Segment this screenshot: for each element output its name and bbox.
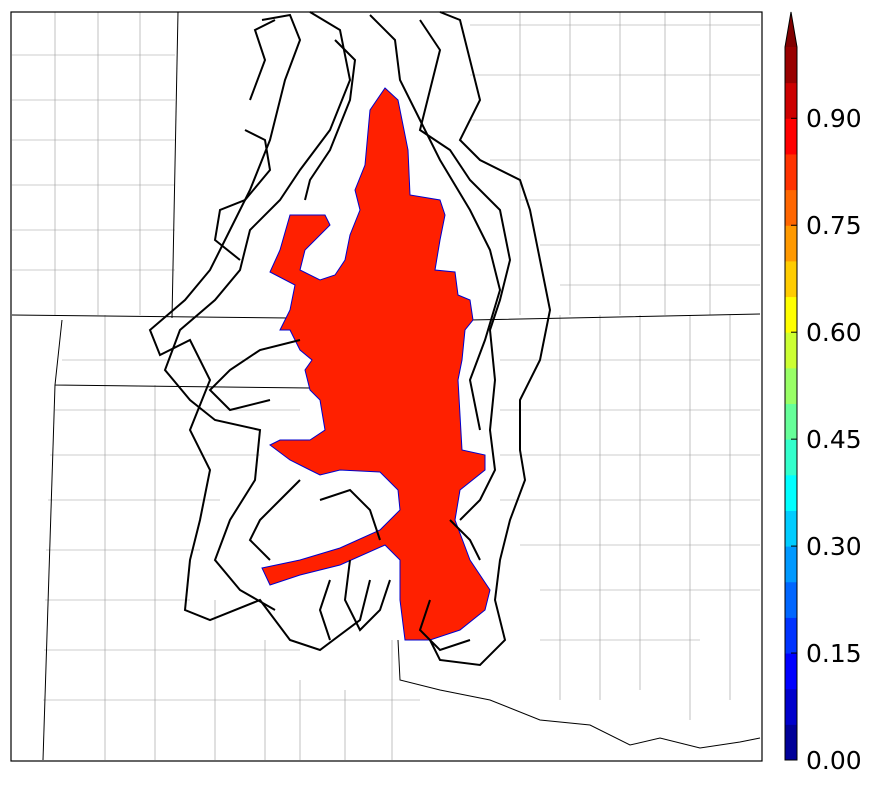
- colorbar-bin: [785, 688, 797, 725]
- colorbar-tick-label: 0.90: [806, 104, 862, 134]
- probability-fill: [261, 87, 491, 641]
- colorbar-extend-arrow: [785, 12, 797, 47]
- colorbar-bin: [785, 617, 797, 654]
- colorbar-bin: [785, 118, 797, 155]
- colorbar-bin: [785, 47, 797, 84]
- colorbar-bin: [785, 153, 797, 191]
- colorbar-bin: [785, 403, 797, 440]
- colorbar-bin: [785, 82, 797, 119]
- colorbar-bin: [785, 653, 797, 690]
- colorbar-outline: [784, 11, 798, 761]
- ensemble-contours: [148, 11, 552, 667]
- map-frame: [10, 11, 763, 762]
- colorbar-bin: [785, 474, 797, 511]
- colorbar-tick-label: 0.75: [806, 211, 862, 241]
- county-lines: [12, 12, 760, 760]
- colorbar-bin: [785, 225, 797, 262]
- colorbar-bin: [785, 260, 797, 298]
- colorbar-bin: [785, 724, 797, 761]
- colorbar-bin: [785, 367, 797, 404]
- colorbar-bin: [785, 189, 797, 226]
- colorbar-tick-label: 0.15: [806, 639, 862, 669]
- colorbar-tick-label: 0.60: [806, 318, 862, 348]
- colorbar-bin: [785, 332, 797, 369]
- colorbar-bin: [785, 296, 797, 333]
- colorbar-bin: [785, 439, 797, 476]
- colorbar-bin: [785, 510, 797, 547]
- colorbar-bin: [785, 581, 797, 618]
- colorbar-bin: [785, 546, 797, 583]
- colorbar-tick-label: 0.30: [806, 532, 862, 562]
- colorbar-tick-label: 0.45: [806, 425, 862, 455]
- colorbar-tick-label: 0.00: [806, 746, 862, 775]
